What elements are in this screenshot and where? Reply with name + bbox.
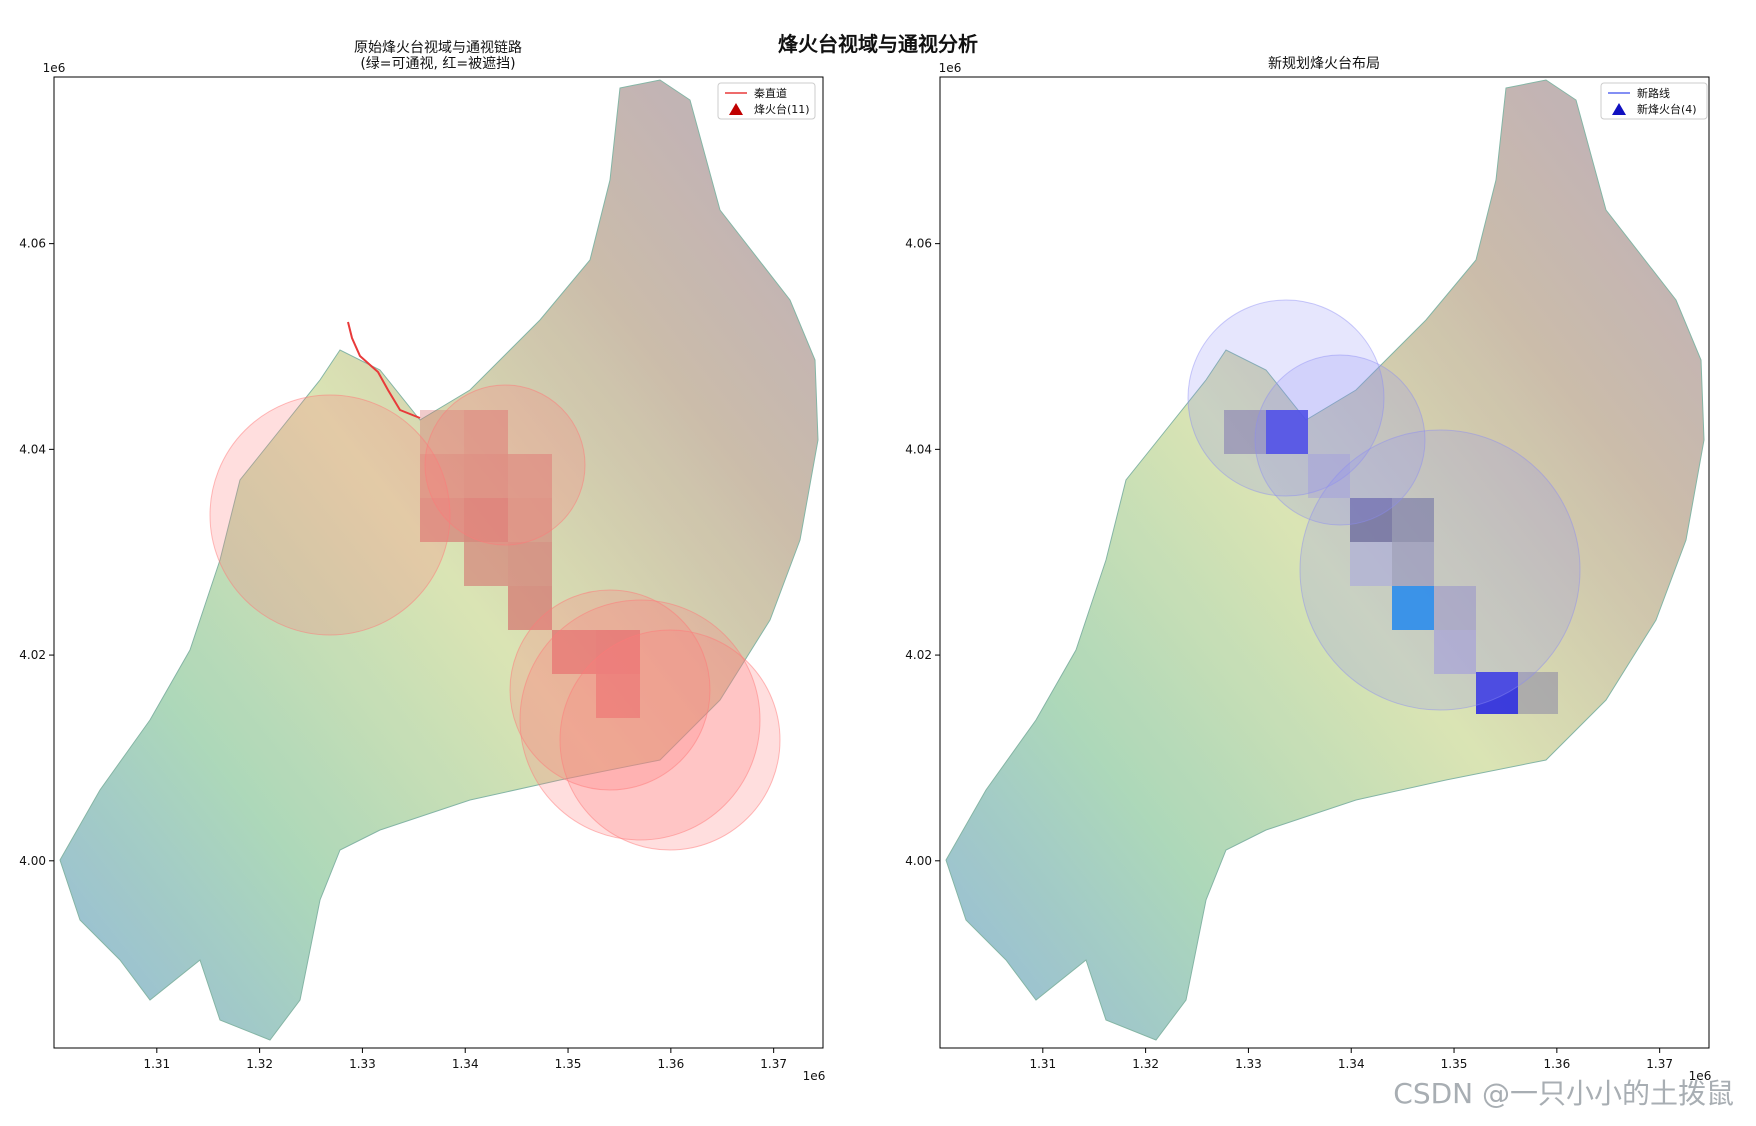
x-offset-label: 1e6 [803, 1069, 826, 1083]
terrain-region [59, 79, 819, 1041]
x-tick-label: 1.35 [1441, 1057, 1468, 1071]
x-tick-label: 1.33 [1235, 1057, 1262, 1071]
y-tick-label: 4.02 [19, 648, 46, 662]
legend: 秦直道 烽火台(11) [717, 82, 816, 120]
panel-title: 原始烽火台视域与通视链路 [354, 40, 522, 56]
x-offset-label: 1e6 [1689, 1069, 1712, 1083]
x-tick-label: 1.36 [657, 1057, 684, 1071]
x-axis: 1.31 1.32 1.33 1.34 1.35 1.36 1.37 [143, 1048, 787, 1071]
y-tick-label: 4.00 [905, 854, 932, 868]
x-tick-label: 1.34 [452, 1057, 479, 1071]
x-tick-label: 1.31 [1029, 1057, 1056, 1071]
x-tick-label: 1.37 [760, 1057, 787, 1071]
y-tick-label: 4.02 [905, 648, 932, 662]
x-tick-label: 1.37 [1646, 1057, 1673, 1071]
y-tick-label: 4.04 [19, 442, 46, 456]
x-tick-label: 1.33 [349, 1057, 376, 1071]
panel-new-beacons: 新规划烽火台布局 1. [905, 56, 1711, 1083]
y-axis: 4.00 4.02 4.04 4.06 [19, 237, 54, 868]
x-tick-label: 1.31 [143, 1057, 170, 1071]
x-tick-label: 1.36 [1543, 1057, 1570, 1071]
y-offset-label: 1e6 [939, 61, 962, 75]
watermark: CSDN @一只小小的土拨鼠 [1393, 1077, 1734, 1110]
panel-subtitle: (绿=可通视, 红=被遮挡) [360, 56, 515, 72]
y-offset-label: 1e6 [43, 61, 66, 75]
x-tick-label: 1.32 [1132, 1057, 1159, 1071]
axes-frame [939, 76, 1710, 1049]
terrain-region [945, 79, 1705, 1041]
legend-label-beacons: 烽火台(11) [754, 102, 810, 116]
y-tick-label: 4.00 [19, 854, 46, 868]
panel-original-beacons: 原始烽火台视域与通视链路 (绿=可通视, 红=被遮挡) [19, 40, 825, 1083]
panel-title: 新规划烽火台布局 [1268, 56, 1380, 72]
x-axis: 1.31 1.32 1.33 1.34 1.35 1.36 1.37 [1029, 1048, 1673, 1071]
legend-triangle-marker [1612, 103, 1626, 115]
x-tick-label: 1.35 [555, 1057, 582, 1071]
legend-triangle-marker [729, 103, 743, 115]
viewshed-circles [209, 384, 781, 851]
map-area [945, 79, 1705, 1041]
legend-label-new-route: 新路线 [1637, 86, 1670, 100]
y-axis: 4.00 4.02 4.04 4.06 [905, 237, 940, 868]
viewshed-blocks [420, 410, 640, 718]
viewshed-blocks [1224, 410, 1558, 714]
x-tick-label: 1.34 [1338, 1057, 1365, 1071]
viewshed-circles [1187, 299, 1581, 711]
x-tick-label: 1.32 [246, 1057, 273, 1071]
y-tick-label: 4.06 [905, 237, 932, 251]
legend-label-new-beacons: 新烽火台(4) [1637, 102, 1697, 116]
axes-frame [53, 76, 824, 1049]
figure-title: 烽火台视域与通视分析 [778, 32, 978, 56]
y-tick-label: 4.06 [19, 237, 46, 251]
legend-label-road: 秦直道 [754, 86, 787, 100]
qin-straight-road [347, 321, 421, 419]
map-area [59, 79, 819, 1041]
y-tick-label: 4.04 [905, 442, 932, 456]
legend: 新路线 新烽火台(4) [1600, 82, 1708, 120]
